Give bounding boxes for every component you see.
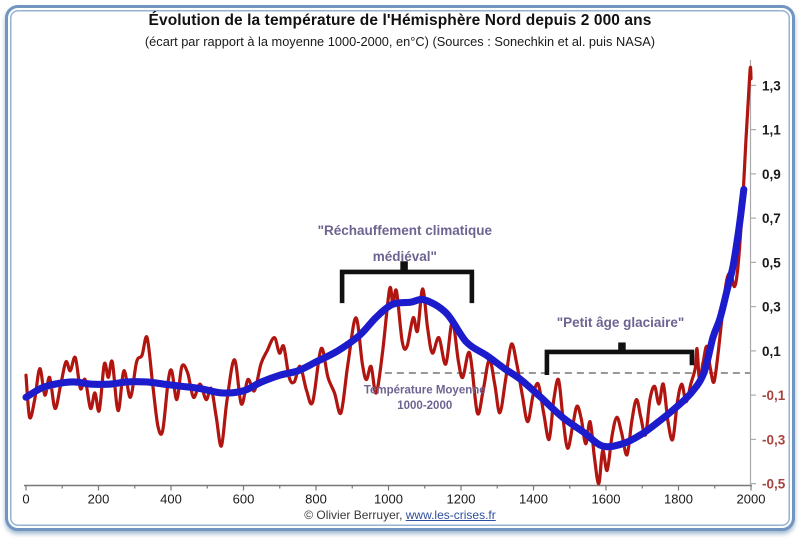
x-tick-label: 800 [305,492,327,507]
y-tick-label: 0,5 [762,255,781,270]
x-tick-label: 2000 [737,492,766,507]
y-tick-label: 0,9 [762,167,781,182]
y-tick-label: 0,7 [762,211,781,226]
x-tick-label: 400 [160,492,182,507]
chart-frame [5,5,795,531]
x-tick-label: 1400 [519,492,548,507]
medieval-bracket [339,269,475,304]
x-tick-label: 200 [88,492,110,507]
mean-temperature-label: 1000-2000 [397,400,452,412]
y-tick-label: 1,3 [762,78,781,93]
x-tick-label: 0 [22,492,29,507]
y-tick-label: 0,1 [762,344,781,359]
medieval-warming-label: "Réchauffement climatique [318,223,493,238]
chart-title: Évolution de la température de l'Hémisph… [148,12,652,29]
x-tick-label: 1000 [374,492,403,507]
little-ice-age-label: "Petit âge glaciaire" [557,315,685,330]
glacial-bracket [544,349,695,375]
y-tick-label: 0,3 [762,300,781,315]
y-tick-label: -0,5 [762,477,786,492]
y-tick-label: -0,3 [762,432,786,447]
smoothed-temperature-line [22,185,748,451]
chart-subtitle: (écart par rapport à la moyenne 1000-200… [144,34,656,49]
mean-temperature-label: Température Moyenne [364,384,486,396]
les-crises-link[interactable]: www.les-crises.fr [405,508,496,522]
x-tick-label: 1200 [447,492,476,507]
y-tick-label: -0,1 [762,388,786,403]
x-tick-label: 1800 [664,492,693,507]
annual-temperature-line [24,65,753,486]
y-tick-label: 1,1 [762,123,781,138]
chart-footer: © Olivier Berruyer, www.les-crises.fr [0,508,800,522]
x-tick-label: 600 [233,492,255,507]
copyright-text: © Olivier Berruyer, [304,508,406,522]
x-tick-label: 1600 [592,492,621,507]
medieval-warming-label: médiéval" [373,249,437,264]
